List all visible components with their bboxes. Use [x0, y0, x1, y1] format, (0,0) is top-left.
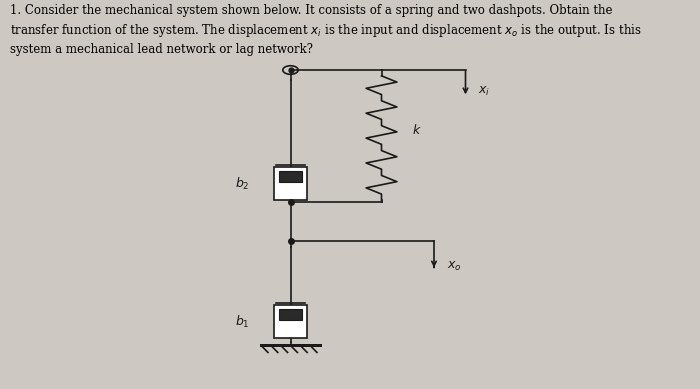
Bar — [279, 309, 302, 320]
Text: $k$: $k$ — [412, 123, 422, 137]
Text: 1. Consider the mechanical system shown below. It consists of a spring and two d: 1. Consider the mechanical system shown … — [10, 4, 643, 56]
Text: $b_2$: $b_2$ — [234, 176, 249, 192]
Text: $x_o$: $x_o$ — [447, 260, 461, 273]
Bar — [274, 305, 307, 338]
Text: $b_1$: $b_1$ — [234, 314, 249, 330]
Text: $x_i$: $x_i$ — [478, 85, 490, 98]
Bar — [274, 167, 307, 200]
Bar — [279, 171, 302, 182]
